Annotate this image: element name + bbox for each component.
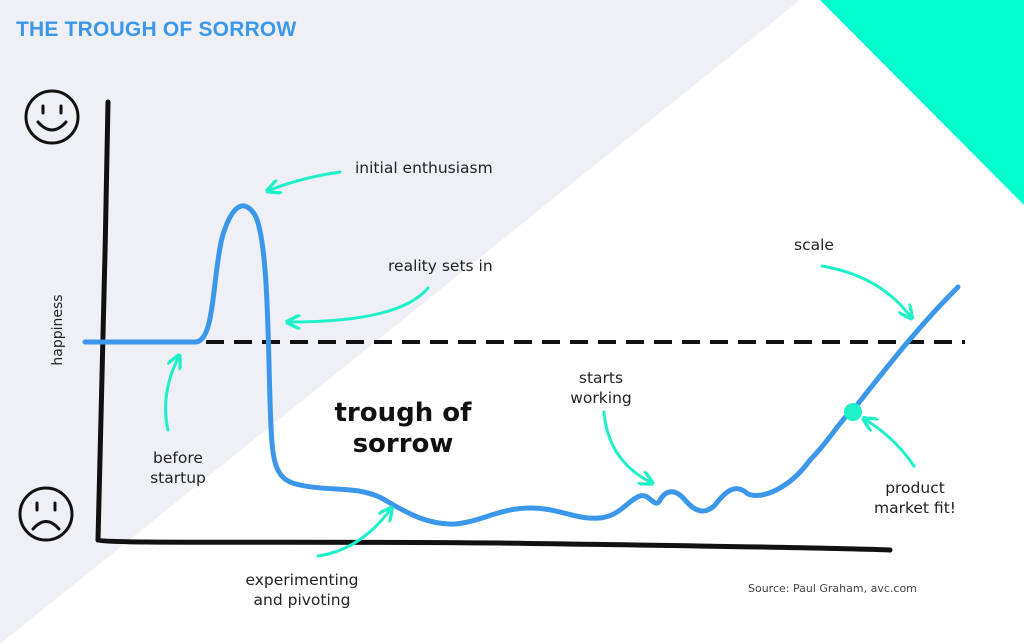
happiness-curve [82, 203, 961, 527]
source-credit: Source: Paul Graham, avc.com [748, 582, 917, 595]
annotation-initial-enthusiasm: initial enthusiasm [355, 159, 493, 177]
scale-arrow [820, 264, 910, 316]
y-axis-label: happiness [50, 294, 66, 366]
sad-face-icon [18, 486, 74, 542]
annotation-product-market-fit: product market fit! [874, 479, 956, 517]
annotation-experimenting-and-pivoting: experimenting and pivoting [245, 571, 359, 609]
reality-sets-in-arrow [290, 286, 430, 322]
annotation-scale: scale [794, 236, 834, 254]
chart-title: THE TROUGH OF SORROW [16, 18, 297, 41]
before-startup-arrow [164, 358, 178, 432]
initial-enthusiasm-arrow [270, 170, 342, 190]
experimenting-arrow [316, 510, 390, 558]
annotation-before-startup: before startup [150, 449, 206, 487]
annotation-trough-of-sorrow: trough of sorrow [334, 398, 472, 459]
background-triangle [0, 0, 800, 644]
y-axis [95, 99, 111, 543]
corner-triangle [820, 0, 1024, 205]
starts-working-arrow [602, 410, 650, 482]
product-market-fit-dot [844, 403, 862, 421]
product-market-fit-arrow [866, 420, 916, 468]
x-axis [95, 537, 893, 553]
happy-face-icon [24, 89, 80, 145]
annotation-starts-working: starts working [570, 369, 632, 407]
annotation-reality-sets-in: reality sets in [388, 257, 493, 275]
